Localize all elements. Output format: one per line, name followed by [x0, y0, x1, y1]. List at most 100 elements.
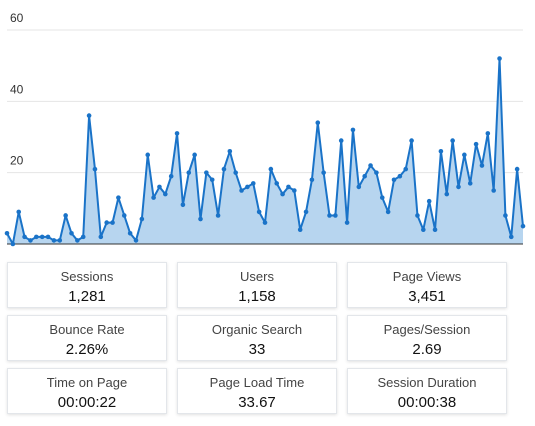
- metric-card-page-views: Page Views 3,451: [347, 262, 507, 308]
- data-point: [233, 170, 238, 175]
- y-tick-label: 20: [10, 154, 24, 168]
- data-point: [385, 209, 391, 215]
- data-point: [338, 138, 344, 143]
- data-point: [450, 138, 455, 143]
- data-point: [163, 191, 168, 197]
- data-point: [45, 234, 51, 240]
- data-point: [16, 209, 22, 215]
- data-point: [28, 238, 33, 243]
- metric-value: 1,281: [68, 288, 106, 305]
- data-point: [333, 213, 338, 218]
- metric-card-session-duration: Session Duration 00:00:38: [347, 368, 507, 414]
- data-point: [92, 166, 98, 172]
- y-tick-label: 40: [10, 82, 24, 96]
- metric-card-time-on-page: Time on Page 00:00:22: [7, 368, 167, 414]
- data-point: [63, 213, 68, 218]
- data-point: [456, 184, 461, 190]
- data-point: [110, 220, 115, 225]
- data-point: [520, 223, 526, 229]
- data-point: [174, 131, 180, 136]
- data-point: [374, 170, 379, 175]
- metric-value: 00:00:38: [397, 394, 457, 411]
- data-point: [39, 234, 45, 240]
- data-point: [168, 173, 174, 179]
- data-point: [116, 195, 121, 200]
- metric-label: Pages/Session: [383, 322, 471, 337]
- data-point: [479, 163, 485, 168]
- data-point: [514, 166, 520, 172]
- data-point: [86, 113, 92, 118]
- data-point: [192, 152, 197, 158]
- sessions-area-chart: 20 40 60: [4, 11, 526, 247]
- metric-label: Bounce Rate: [49, 322, 125, 337]
- y-tick-label: 60: [10, 11, 24, 25]
- data-point: [397, 173, 403, 179]
- metrics-grid: Sessions 1,281 Users 1,158 Page Views 3,…: [7, 262, 530, 414]
- metric-value: 00:00:22: [57, 394, 117, 411]
- data-point: [297, 227, 303, 233]
- data-point: [368, 163, 373, 168]
- data-point: [215, 213, 221, 218]
- data-point: [503, 213, 508, 218]
- data-point: [198, 216, 203, 222]
- data-point: [180, 202, 186, 208]
- data-point: [415, 213, 420, 218]
- data-point: [409, 138, 414, 143]
- metric-value: 33.67: [238, 394, 276, 411]
- data-point: [51, 238, 57, 243]
- data-point: [139, 216, 145, 222]
- data-point: [421, 227, 426, 233]
- data-point: [292, 188, 297, 193]
- data-point: [69, 231, 74, 236]
- metric-label: Organic Search: [211, 322, 303, 337]
- data-point: [444, 191, 450, 197]
- data-point: [204, 170, 209, 175]
- data-point: [315, 120, 321, 126]
- metric-value: 2.26%: [65, 341, 109, 358]
- data-point: [22, 234, 27, 240]
- data-point: [268, 166, 274, 172]
- data-point: [438, 148, 444, 154]
- data-point: [34, 234, 39, 240]
- data-point: [303, 209, 309, 215]
- data-point: [350, 127, 356, 133]
- data-point: [491, 188, 496, 193]
- data-point: [327, 213, 332, 218]
- data-point: [403, 166, 409, 172]
- data-point: [467, 181, 473, 186]
- data-point: [432, 227, 438, 233]
- data-point: [133, 238, 139, 243]
- data-point: [256, 209, 262, 215]
- data-point: [186, 170, 192, 175]
- data-point: [80, 234, 86, 240]
- data-point: [473, 141, 479, 147]
- data-point: [362, 173, 367, 179]
- metric-label: Session Duration: [377, 375, 477, 390]
- metric-value: 1,158: [238, 288, 276, 305]
- metric-value: 2.69: [412, 341, 442, 358]
- metric-label: Page Views: [392, 269, 462, 284]
- metric-label: Users: [240, 269, 274, 284]
- metric-label: Sessions: [60, 269, 114, 284]
- data-point: [286, 184, 291, 190]
- data-point: [4, 231, 10, 236]
- metric-card-page-load-time: Page Load Time 33.67: [177, 368, 337, 414]
- data-point: [98, 234, 104, 240]
- data-point: [262, 220, 268, 225]
- metric-value: 3,451: [408, 288, 446, 305]
- data-point: [508, 234, 514, 240]
- metric-card-pages-per-session: Pages/Session 2.69: [347, 315, 507, 361]
- data-point: [145, 152, 151, 158]
- metric-label: Page Load Time: [209, 375, 305, 390]
- metric-value: 33: [248, 341, 266, 358]
- data-point: [250, 181, 256, 186]
- data-point: [151, 195, 156, 200]
- data-point: [321, 170, 326, 175]
- data-point: [245, 184, 250, 190]
- data-point: [309, 177, 315, 183]
- data-point: [239, 188, 244, 193]
- data-point: [462, 152, 467, 158]
- metric-card-organic-search: Organic Search 33: [177, 315, 337, 361]
- data-point: [221, 166, 227, 172]
- metric-label: Time on Page: [46, 375, 128, 390]
